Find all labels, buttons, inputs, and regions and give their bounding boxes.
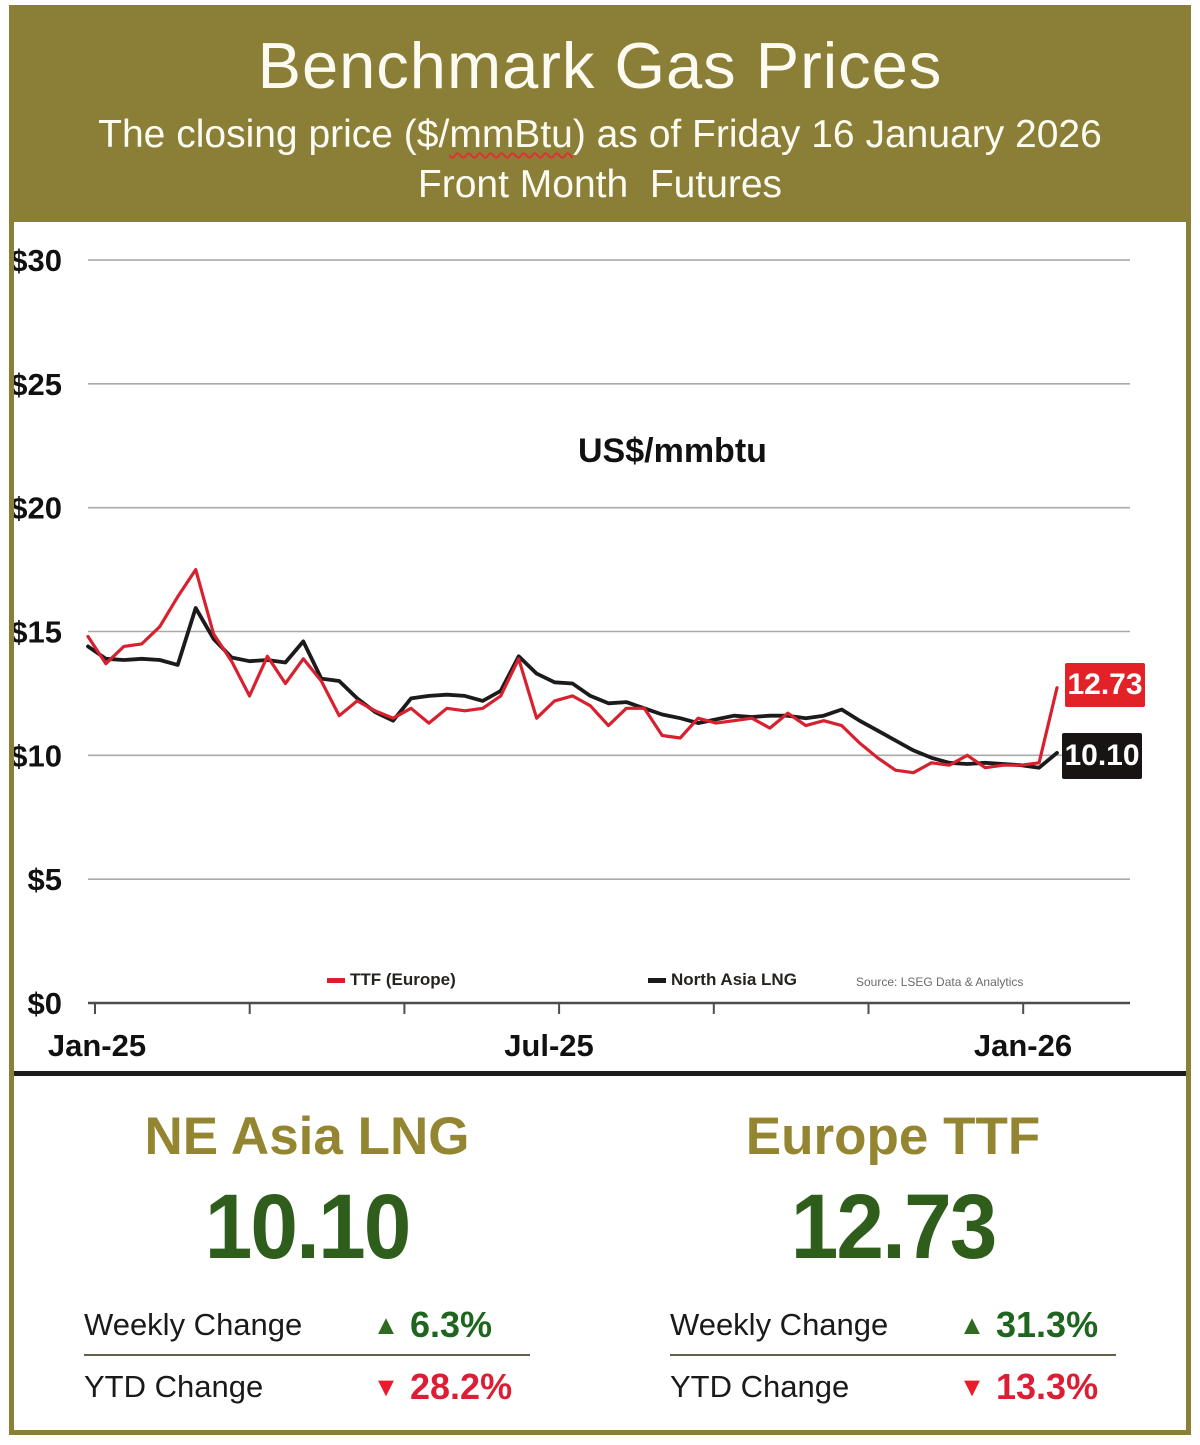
card-europe-ttf: Europe TTF 12.73 Weekly Change ▲ 31.3% Y… bbox=[600, 1076, 1186, 1428]
weekly-change-label: Weekly Change bbox=[84, 1307, 303, 1342]
ytd-change-value: 28.2% bbox=[410, 1366, 513, 1407]
price-line-chart: $30 $25 $20 $15 $10 $5 $0 Jan-25 Jul-25 Jan-26 bbox=[14, 243, 1130, 1063]
card-price-value: 10.10 bbox=[204, 1176, 412, 1278]
source-credit: Source: LSEG Data & Analytics bbox=[856, 975, 1024, 989]
legend-item-north-asia-lng: North Asia LNG bbox=[648, 970, 797, 990]
ttf-line-swatch-icon bbox=[327, 977, 345, 983]
card-ne-asia-lng: NE Asia LNG 10.10 Weekly Change ▲ 6.3% Y… bbox=[14, 1076, 600, 1428]
weekly-change-row: Weekly Change ▲ 6.3% bbox=[84, 1302, 530, 1348]
ytd-change-label: YTD Change bbox=[84, 1369, 264, 1404]
subtitle-unit: mmBtu bbox=[449, 113, 573, 156]
svg-text:$0: $0 bbox=[28, 986, 62, 1021]
ytd-change-label: YTD Change bbox=[670, 1369, 850, 1404]
svg-text:$5: $5 bbox=[28, 862, 62, 897]
row-divider bbox=[670, 1354, 1116, 1356]
card-change-rows: Weekly Change ▲ 6.3% YTD Change ▼ 28.2% bbox=[84, 1302, 530, 1410]
legend-item-ttf: TTF (Europe) bbox=[327, 970, 456, 990]
weekly-change-row: Weekly Change ▲ 31.3% bbox=[670, 1302, 1116, 1348]
down-triangle-icon: ▼ bbox=[372, 1371, 400, 1402]
svg-text:Jul-25: Jul-25 bbox=[504, 1028, 594, 1063]
subtitle: The closing price ($/mmBtu) as of Friday… bbox=[14, 113, 1186, 157]
svg-text:$25: $25 bbox=[14, 367, 62, 402]
svg-text:Jan-26: Jan-26 bbox=[974, 1028, 1072, 1063]
card-title: Europe TTF bbox=[745, 1107, 1041, 1166]
ttf-last-price-label: 12.73 bbox=[1065, 663, 1145, 707]
ytd-change-value: 13.3% bbox=[996, 1366, 1099, 1407]
subtitle-suffix: ) as of Friday 16 January 2026 bbox=[572, 113, 1102, 156]
subtitle-line2: Front Month Futures bbox=[417, 163, 783, 206]
card-change-rows: Weekly Change ▲ 31.3% YTD Change ▼ 13.3% bbox=[670, 1302, 1116, 1410]
weekly-change-value: 6.3% bbox=[410, 1304, 493, 1345]
lng-last-price-label: 10.10 bbox=[1062, 733, 1142, 779]
section-divider bbox=[14, 1071, 1186, 1076]
card-title: NE Asia LNG bbox=[144, 1107, 470, 1166]
svg-text:$15: $15 bbox=[14, 615, 62, 650]
content-frame: Benchmark Gas Prices The closing price (… bbox=[9, 5, 1191, 1435]
row-divider bbox=[84, 1354, 530, 1356]
down-triangle-icon: ▼ bbox=[958, 1371, 986, 1402]
weekly-change-value: 31.3% bbox=[996, 1304, 1099, 1345]
header: Benchmark Gas Prices The closing price (… bbox=[14, 10, 1186, 222]
svg-text:Jan-25: Jan-25 bbox=[48, 1028, 146, 1063]
subtitle-prefix: The closing price ($/ bbox=[98, 113, 450, 156]
legend-label-north-asia-lng: North Asia LNG bbox=[671, 970, 797, 989]
svg-text:$30: $30 bbox=[14, 243, 62, 278]
summary-cards: NE Asia LNG 10.10 Weekly Change ▲ 6.3% Y… bbox=[14, 1076, 1186, 1428]
ytd-change-row: YTD Change ▼ 28.2% bbox=[84, 1364, 530, 1410]
ytd-change-row: YTD Change ▼ 13.3% bbox=[670, 1364, 1116, 1410]
page-title: Benchmark Gas Prices bbox=[257, 29, 943, 102]
weekly-change-label: Weekly Change bbox=[670, 1307, 889, 1342]
lng-line-swatch-icon bbox=[648, 977, 666, 983]
legend-label-ttf: TTF (Europe) bbox=[350, 970, 456, 989]
chart-section: $30 $25 $20 $15 $10 $5 $0 Jan-25 Jul-25 Jan-26 US… bbox=[14, 222, 1186, 1071]
up-triangle-icon: ▲ bbox=[958, 1309, 986, 1340]
chart-unit-label: US$/mmbtu bbox=[578, 432, 767, 470]
up-triangle-icon: ▲ bbox=[372, 1309, 400, 1340]
svg-text:$20: $20 bbox=[14, 491, 62, 526]
card-price-value: 12.73 bbox=[790, 1176, 998, 1278]
svg-text:$10: $10 bbox=[14, 738, 62, 773]
